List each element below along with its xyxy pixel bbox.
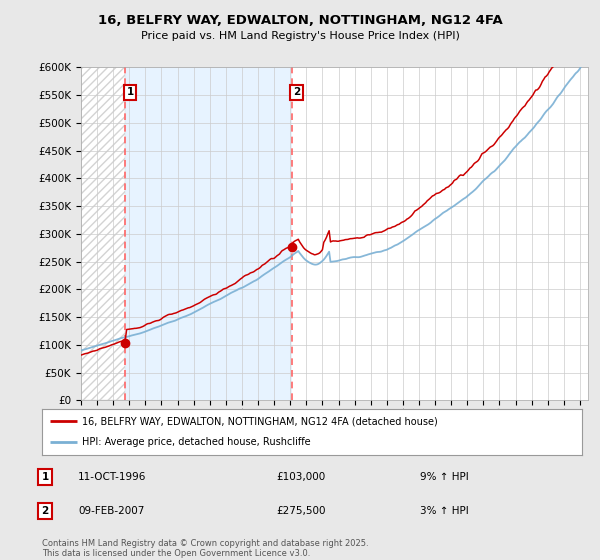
Text: 16, BELFRY WAY, EDWALTON, NOTTINGHAM, NG12 4FA (detached house): 16, BELFRY WAY, EDWALTON, NOTTINGHAM, NG…: [83, 416, 438, 426]
Text: 9% ↑ HPI: 9% ↑ HPI: [420, 472, 469, 482]
Text: Price paid vs. HM Land Registry's House Price Index (HPI): Price paid vs. HM Land Registry's House …: [140, 31, 460, 41]
Text: 11-OCT-1996: 11-OCT-1996: [78, 472, 146, 482]
Text: 16, BELFRY WAY, EDWALTON, NOTTINGHAM, NG12 4FA: 16, BELFRY WAY, EDWALTON, NOTTINGHAM, NG…: [98, 14, 502, 27]
Text: 1: 1: [41, 472, 49, 482]
Text: 09-FEB-2007: 09-FEB-2007: [78, 506, 145, 516]
Bar: [81, 67, 125, 400]
Text: 1: 1: [127, 87, 134, 97]
Text: 2: 2: [41, 506, 49, 516]
Text: Contains HM Land Registry data © Crown copyright and database right 2025.
This d: Contains HM Land Registry data © Crown c…: [42, 539, 368, 558]
Text: HPI: Average price, detached house, Rushcliffe: HPI: Average price, detached house, Rush…: [83, 437, 311, 447]
Text: £103,000: £103,000: [276, 472, 325, 482]
Text: 2: 2: [293, 87, 300, 97]
Bar: [125, 67, 292, 400]
Text: 3% ↑ HPI: 3% ↑ HPI: [420, 506, 469, 516]
Text: £275,500: £275,500: [276, 506, 325, 516]
